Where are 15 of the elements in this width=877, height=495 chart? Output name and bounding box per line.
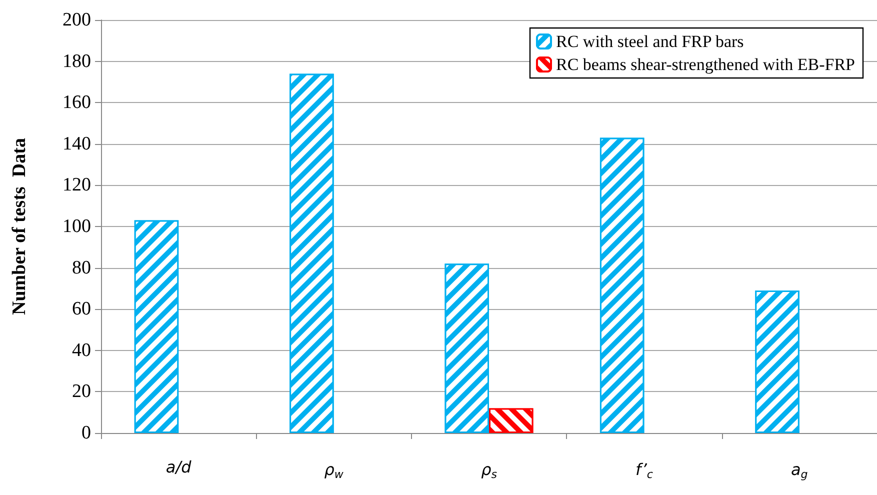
y-tick-label: 0 <box>82 422 91 444</box>
y-tick-label: 80 <box>72 257 91 278</box>
y-tick-label: 100 <box>62 216 91 237</box>
x-tick-label: a/d <box>166 458 192 476</box>
y-tick-label: 160 <box>62 92 91 114</box>
y-tick-label: 180 <box>62 50 91 72</box>
y-tick-label: 140 <box>62 133 91 154</box>
y-tick-label: 200 <box>62 10 91 30</box>
legend-label: RC beams shear-strengthened with EB-FRP <box>556 55 856 74</box>
y-tick-label: 120 <box>62 174 91 196</box>
y-tick-label: 20 <box>72 381 91 402</box>
y-tick-label: 40 <box>72 340 91 361</box>
y-axis-title: Number of tests Data <box>9 138 30 315</box>
y-tick-label: 60 <box>72 298 91 320</box>
legend-label: RC with steel and FRP bars <box>556 32 744 51</box>
